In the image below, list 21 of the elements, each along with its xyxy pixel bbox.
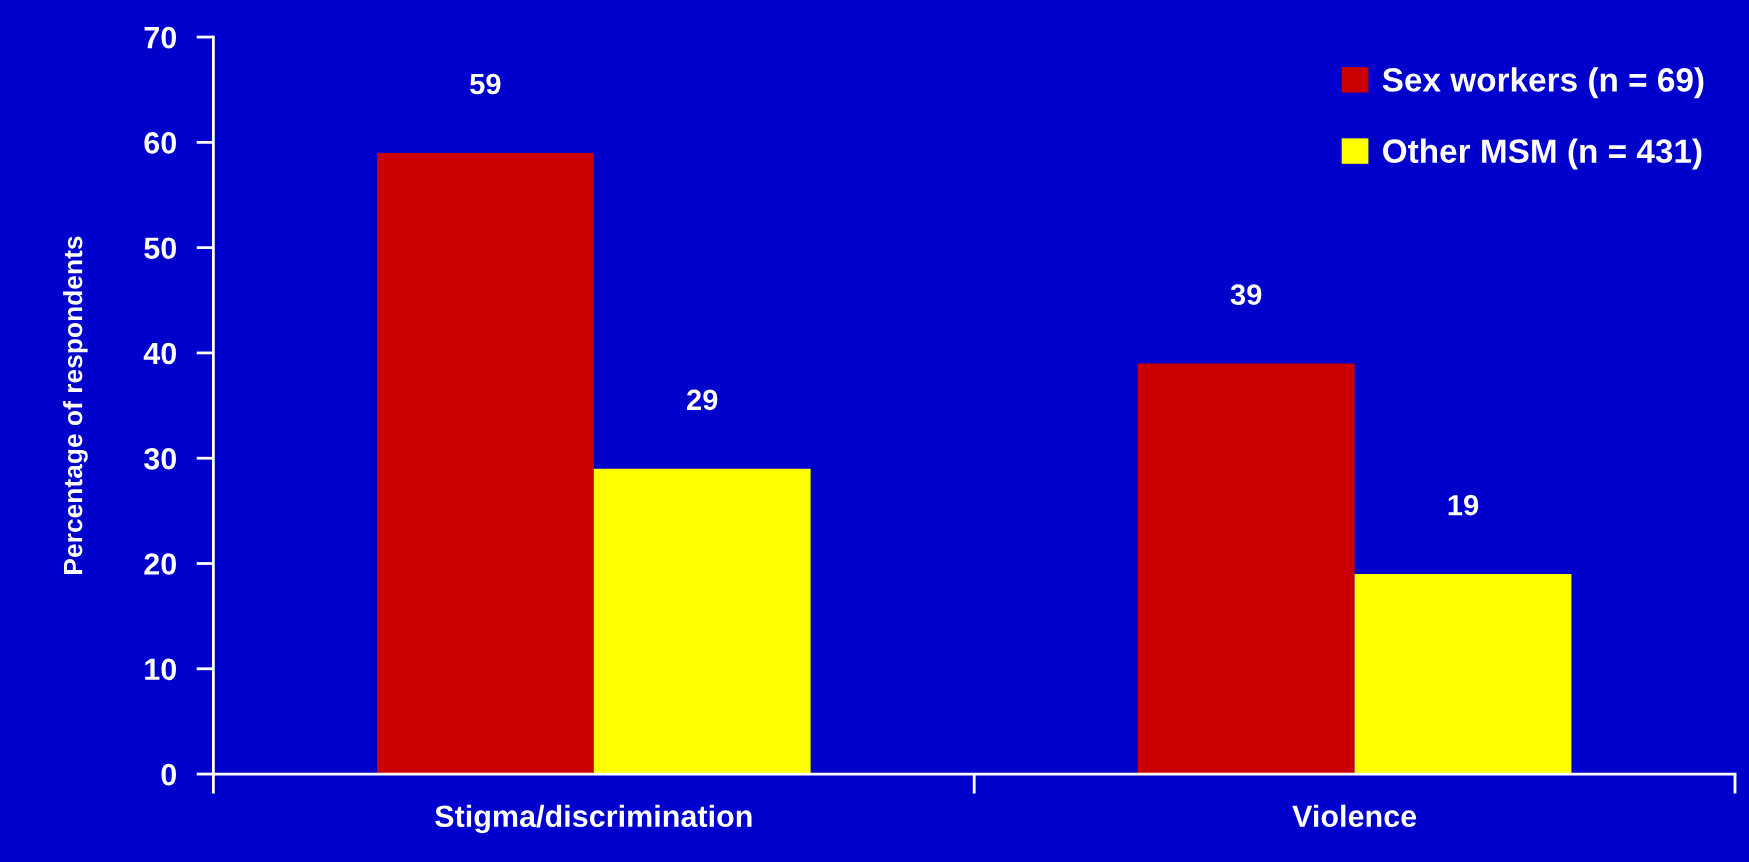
y-tick-label: 30 (143, 447, 177, 470)
bar (593, 468, 811, 775)
legend-label: Other MSM (n = 431) (1383, 138, 1702, 170)
data-label: 39 (1230, 284, 1262, 305)
bar (376, 152, 594, 775)
legend-label: Sex workers (n = 69) (1382, 67, 1704, 99)
x-tick-label: Violence (1292, 804, 1417, 828)
data-label: 19 (1448, 494, 1479, 516)
data-label: 59 (470, 73, 501, 95)
y-tick-label: 20 (144, 553, 177, 575)
bar (1354, 574, 1572, 775)
y-tick-label: 0 (161, 763, 177, 786)
data-label: 29 (686, 389, 718, 411)
y-axis-title: Percentage of respondents (63, 236, 88, 574)
bar (1137, 363, 1355, 775)
y-tick-label: 50 (144, 237, 177, 260)
y-tick-label: 60 (144, 132, 177, 154)
x-tick-label: Stigma/discrimination (435, 804, 752, 834)
y-tick-label: 40 (143, 342, 177, 365)
y-tick-label: 70 (144, 26, 177, 49)
y-tick-label: 10 (145, 658, 177, 681)
